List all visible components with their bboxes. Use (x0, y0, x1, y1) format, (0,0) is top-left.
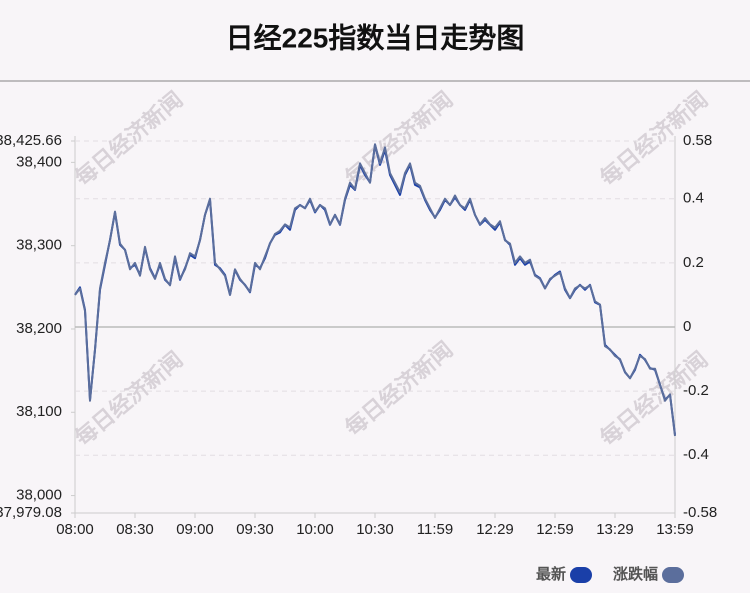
y-tick-label: 38,000 (16, 487, 62, 504)
y-tick-label: 38,200 (16, 320, 62, 337)
chart-title: 日经225指数当日走势图 (226, 21, 525, 53)
y2-tick-label: 0.4 (683, 190, 704, 207)
x-tick-label: 11:59 (417, 521, 453, 538)
x-tick-label: 13:59 (656, 521, 694, 538)
y-tick-label: 37,979.08 (0, 504, 62, 521)
y2-tick-label: -0.58 (683, 504, 717, 521)
x-tick-label: 09:30 (236, 521, 274, 538)
legend-label: 最新 (536, 565, 566, 583)
legend-swatch (570, 567, 592, 583)
legend-label: 涨跌幅 (613, 565, 658, 583)
y-tick-label: 38,400 (16, 153, 62, 170)
y2-tick-label: 0.2 (683, 254, 704, 271)
watermark: 每日经济新闻 (70, 87, 187, 191)
x-tick-label: 12:59 (536, 521, 574, 538)
x-tick-label: 08:00 (56, 521, 94, 538)
x-tick-label: 12:29 (476, 521, 514, 538)
y2-tick-label: -0.2 (683, 382, 709, 399)
y2-tick-label: 0.58 (683, 132, 712, 149)
x-tick-label: 09:00 (176, 521, 214, 538)
series-line (74, 143, 676, 437)
x-tick-label: 10:30 (356, 521, 394, 538)
y-tick-label: 38,425.66 (0, 132, 62, 149)
y-tick-label: 38,300 (16, 237, 62, 254)
y-tick-label: 38,100 (16, 403, 62, 420)
x-tick-label: 13:29 (596, 521, 634, 538)
y2-tick-label: -0.4 (683, 446, 709, 463)
x-tick-label: 08:30 (116, 521, 154, 538)
x-tick-label: 10:00 (296, 521, 334, 538)
y2-tick-label: 0 (683, 318, 691, 335)
legend-swatch (662, 567, 684, 583)
watermark: 每日经济新闻 (340, 337, 457, 441)
